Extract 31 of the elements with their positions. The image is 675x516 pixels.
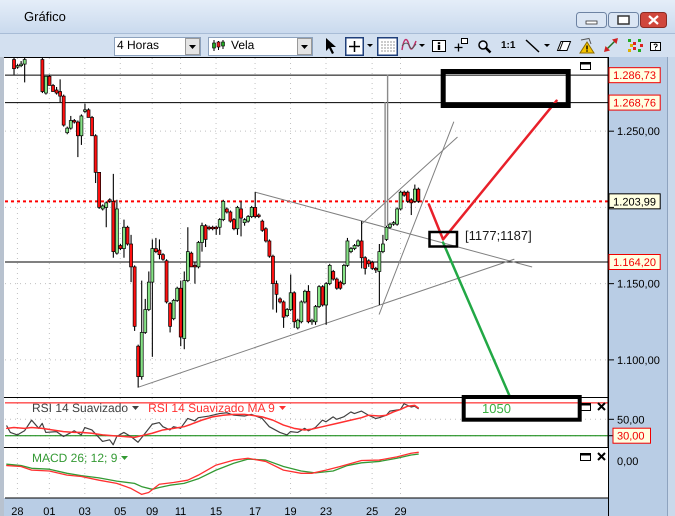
text: 0,00 bbox=[617, 456, 638, 469]
annotation: 1050 bbox=[482, 401, 511, 417]
ref-line-label: 1.268,76 bbox=[613, 98, 656, 110]
x-tick-label: 17 bbox=[248, 506, 262, 516]
ref-line-label: 1.286,73 bbox=[613, 70, 656, 82]
text: Vela bbox=[231, 38, 254, 53]
y-tick-label: 1.100,00 bbox=[617, 354, 660, 367]
x-tick-label: 19 bbox=[284, 506, 297, 516]
x-tick-label: 28 bbox=[11, 506, 24, 516]
y-tick-label: 1.150,00 bbox=[617, 278, 660, 291]
x-tick-label: 15 bbox=[210, 506, 222, 516]
x-tick-label: 25 bbox=[366, 506, 378, 516]
x-tick-label: 03 bbox=[78, 506, 91, 516]
y-tick-label: 30,00 bbox=[617, 430, 645, 443]
y-tick-label: 1.250,00 bbox=[617, 126, 660, 138]
x-tick-label: 29 bbox=[394, 506, 407, 516]
x-tick-label: 01 bbox=[43, 506, 56, 516]
legend-label: MACD 26; 12; 9 bbox=[32, 451, 118, 465]
chart-title: Gráfico bbox=[24, 9, 66, 24]
x-tick-label: 23 bbox=[320, 506, 332, 516]
legend-label: RSI 14 Suavizado bbox=[32, 401, 128, 415]
legend-label: RSI 14 Suavizado MA 9 bbox=[148, 401, 275, 415]
x-tick-label: 05 bbox=[114, 506, 126, 516]
text: 4 Horas bbox=[117, 38, 160, 53]
ref-line-label: 1.164,20 bbox=[613, 256, 656, 269]
x-tick-label: 09 bbox=[146, 506, 158, 516]
text: 1:1 bbox=[501, 40, 516, 52]
x-tick-label: 11 bbox=[174, 506, 186, 516]
ref-line-label: 1.203,99 bbox=[613, 196, 656, 208]
y-tick-label: 50,00 bbox=[617, 414, 645, 426]
annotation: [1177;1187] bbox=[465, 228, 532, 244]
